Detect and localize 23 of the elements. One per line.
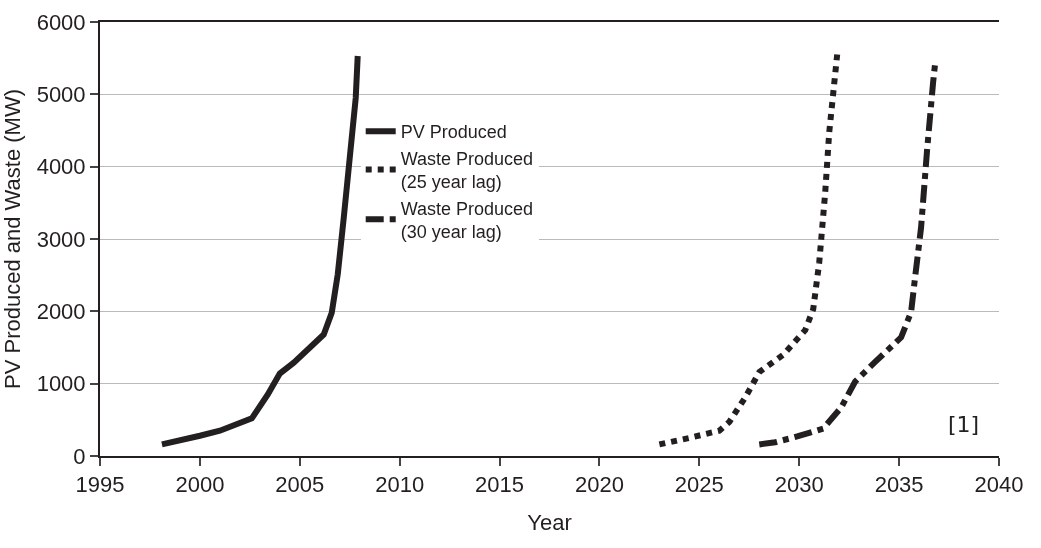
y-tick-label: 2000 <box>36 299 86 325</box>
x-tick-label: 2000 <box>175 472 225 498</box>
y-tick-label: 0 <box>73 443 86 469</box>
x-tick-label: 2010 <box>375 472 425 498</box>
annotation: [1] <box>948 412 980 437</box>
x-axis-title: Year <box>527 509 572 535</box>
y-tick-label: 1000 <box>36 371 86 397</box>
y-tick-label: 4000 <box>36 154 86 180</box>
y-axis-title: PV Produced and Waste (MW) <box>0 89 25 389</box>
y-tick-label: 6000 <box>36 9 86 35</box>
y-tick-label: 3000 <box>36 226 86 252</box>
x-tick-label: 1995 <box>75 472 125 498</box>
x-tick-label: 2025 <box>674 472 724 498</box>
legend-label: Waste Produced (30 year lag) <box>400 198 534 242</box>
y-tick-label: 5000 <box>36 82 86 108</box>
x-tick-label: 2040 <box>974 472 1024 498</box>
legend-label: Waste Produced (25 year lag) <box>400 148 534 193</box>
legend-label: PV Produced <box>400 122 507 143</box>
x-tick-label: 2030 <box>774 472 824 498</box>
x-tick-label: 2020 <box>574 472 624 498</box>
x-tick-label: 2035 <box>874 472 924 498</box>
x-tick-label: 2005 <box>275 472 325 498</box>
x-tick-label: 2015 <box>475 472 525 498</box>
